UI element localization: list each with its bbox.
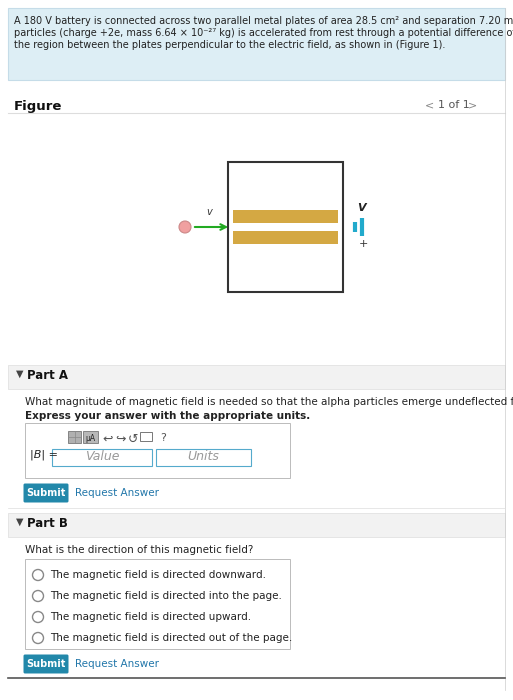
Bar: [8, 365, 505, 389]
Bar: [52, 449, 152, 466]
Bar: [8, 8, 505, 80]
Text: Request Answer: Request Answer: [75, 488, 159, 498]
Bar: [140, 432, 152, 441]
Bar: [233, 210, 338, 223]
Text: Part A: Part A: [27, 369, 68, 382]
Circle shape: [32, 633, 44, 643]
Circle shape: [32, 570, 44, 580]
Text: ↩: ↩: [102, 433, 112, 446]
Text: 1 of 1: 1 of 1: [438, 100, 470, 110]
Bar: [156, 449, 251, 466]
Text: particles (charge +2e, mass 6.64 × 10⁻²⁷ kg) is accelerated from rest through a : particles (charge +2e, mass 6.64 × 10⁻²⁷…: [14, 28, 513, 38]
Text: Request Answer: Request Answer: [75, 659, 159, 669]
Text: the region between the plates perpendicular to the electric field, as shown in (: the region between the plates perpendicu…: [14, 40, 445, 50]
Text: Submit: Submit: [26, 488, 66, 498]
Bar: [68, 431, 81, 443]
Bar: [25, 423, 290, 478]
Text: The magnetic field is directed upward.: The magnetic field is directed upward.: [50, 612, 251, 622]
Text: The magnetic field is directed into the page.: The magnetic field is directed into the …: [50, 591, 282, 601]
FancyBboxPatch shape: [24, 654, 69, 673]
Text: μA: μA: [85, 434, 95, 443]
Text: V: V: [357, 203, 366, 213]
Text: ↪: ↪: [115, 433, 126, 446]
Text: Value: Value: [85, 451, 119, 463]
Text: The magnetic field is directed downward.: The magnetic field is directed downward.: [50, 570, 266, 580]
Text: Express your answer with the appropriate units.: Express your answer with the appropriate…: [25, 411, 310, 421]
Text: >: >: [468, 100, 477, 110]
Text: Part B: Part B: [27, 517, 68, 530]
Bar: [83, 431, 98, 443]
Text: The magnetic field is directed out of the page.: The magnetic field is directed out of th…: [50, 633, 292, 643]
Text: Units: Units: [187, 451, 219, 463]
Text: +: +: [359, 239, 368, 249]
Text: ▼: ▼: [16, 517, 24, 527]
Text: <: <: [425, 100, 434, 110]
Text: |B| =: |B| =: [30, 450, 58, 461]
Text: Figure: Figure: [14, 100, 63, 113]
Bar: [25, 559, 290, 649]
Bar: [233, 231, 338, 244]
Text: v: v: [207, 207, 212, 217]
Bar: [8, 513, 505, 537]
FancyBboxPatch shape: [24, 484, 69, 503]
Text: Submit: Submit: [26, 659, 66, 669]
Bar: [228, 162, 343, 292]
Circle shape: [32, 591, 44, 601]
Text: A 180 V battery is connected across two parallel metal plates of area 28.5 cm² a: A 180 V battery is connected across two …: [14, 16, 513, 26]
Circle shape: [179, 221, 191, 233]
Text: What is the direction of this magnetic field?: What is the direction of this magnetic f…: [25, 545, 253, 555]
Text: ↺: ↺: [128, 433, 139, 446]
Text: ▼: ▼: [16, 369, 24, 379]
Circle shape: [32, 612, 44, 622]
Text: ?: ?: [160, 433, 166, 443]
Text: What magnitude of magnetic field is needed so that the alpha particles emerge un: What magnitude of magnetic field is need…: [25, 397, 513, 407]
